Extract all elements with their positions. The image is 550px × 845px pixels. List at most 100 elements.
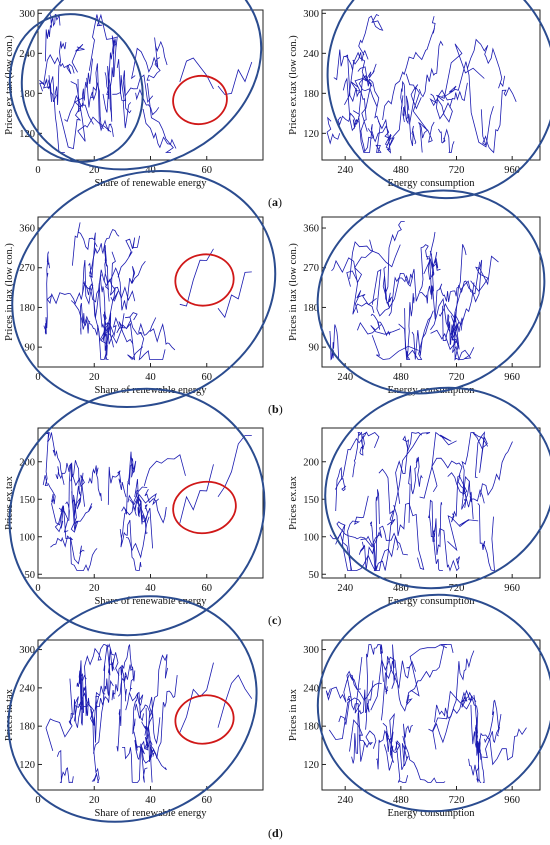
caption-a-letter: a [272,195,278,209]
series-line [48,41,67,106]
x-tick-label: 960 [504,795,520,806]
series-line [376,729,394,770]
x-tick-label: 40 [145,372,156,383]
series-line [388,268,427,317]
series-line [68,660,87,728]
series-line [342,77,359,132]
series-group [42,432,252,572]
y-tick-label: 240 [19,683,35,694]
series-line [45,14,61,62]
series-line [402,735,446,783]
series-line [351,680,374,764]
caption-c-letter: c [272,613,278,627]
y-tick-label: 240 [303,49,319,60]
series-line [419,431,457,499]
series-line [438,128,455,153]
x-tick-label: 480 [393,583,409,594]
series-line [438,259,483,323]
series-line [449,82,468,108]
y-tick-label: 90 [25,343,36,354]
series-line [43,251,50,335]
series-line [434,650,475,723]
series-line [217,435,252,498]
series-line [134,654,168,739]
series-line [146,57,161,81]
series-line [86,63,114,137]
series-line [338,670,382,725]
caption-d-close: ) [279,826,283,840]
series-line [409,86,428,153]
series-line [77,58,93,113]
series-line [482,727,527,766]
series-line [369,489,380,571]
series-line [138,331,166,361]
series-group [326,13,517,154]
x-tick-label: 720 [449,165,465,176]
series-line [71,491,93,531]
y-tick-label: 300 [303,9,319,20]
series-line [418,40,444,98]
y-axis-label: Prices ex.tax [4,475,15,529]
series-line [58,97,84,150]
y-tick-label: 360 [303,224,319,235]
series-group [43,222,252,361]
series-line [90,708,100,783]
series-line [382,221,405,308]
x-tick-label: 20 [89,583,100,594]
series-line [357,66,382,153]
series-line [124,74,154,103]
series-line [55,460,81,494]
caption-a-close: ) [278,195,282,209]
caption-c: (c) [268,613,281,627]
plot-frame [321,9,541,161]
caption-d: (d) [268,826,283,840]
series-line [451,474,485,523]
series-line [387,432,431,526]
series-line [428,689,477,744]
y-tick-label: 300 [19,645,35,656]
series-line [71,44,85,73]
series-line [360,525,408,556]
series-line [419,231,436,293]
series-line [119,519,142,571]
y-tick-label: 180 [19,303,35,314]
x-tick-label: 0 [35,165,40,176]
series-line [432,244,467,320]
series-line [134,740,167,771]
x-axis-label: Energy consumption [387,385,475,396]
series-line [325,674,361,703]
y-tick-label: 180 [303,722,319,733]
caption-d-letter: d [272,826,279,840]
outlier-ellipse [172,74,228,126]
series-line [349,719,377,762]
y-axis-label: Prices ex.tax [288,475,299,529]
series-line [104,37,118,122]
series-line [328,656,363,741]
cluster-ellipse [20,0,263,171]
y-tick-label: 270 [19,263,35,274]
series-line [400,80,410,121]
series-line [370,313,391,337]
series-line [117,664,134,697]
series-line [100,290,119,345]
x-tick-label: 0 [35,372,40,383]
series-line [47,483,69,533]
series-line [107,466,127,505]
series-line [39,54,75,92]
series-line [331,257,375,315]
panel-a-right-chart: 240 480 720 960 120 180 240 300 Energy consumpti… [288,0,550,200]
series-line [371,268,414,317]
x-tick-label: 960 [504,165,520,176]
cluster-ellipse [8,13,144,163]
caption-b-letter: b [272,402,279,416]
y-axis-label: Prices in tax (low con.) [4,243,15,341]
series-line [438,527,460,572]
x-tick-label: 240 [337,583,353,594]
series-line [79,303,91,335]
series-line [93,644,120,754]
series-line [418,121,435,143]
x-tick-label: 480 [393,165,409,176]
x-axis-label: Share of renewable energy [94,178,207,189]
series-line [149,323,176,351]
